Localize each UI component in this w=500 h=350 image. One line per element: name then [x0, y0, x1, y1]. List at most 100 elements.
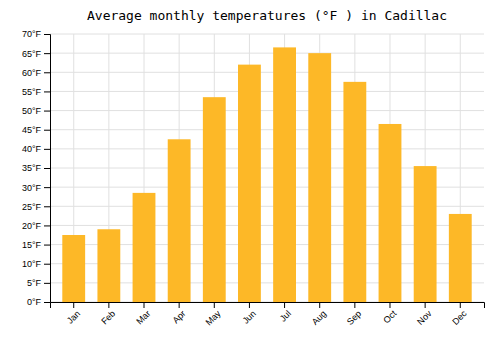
tick: Feb	[99, 302, 117, 326]
tick: May	[204, 302, 223, 328]
bar	[414, 166, 437, 302]
tick-label: Jul	[278, 308, 293, 323]
grid-line	[50, 72, 484, 73]
tick-label: 20°F	[22, 221, 42, 231]
tick-mark	[44, 206, 50, 207]
tick-label: 45°F	[22, 125, 42, 135]
tick: 65°F	[22, 49, 50, 59]
bar	[343, 82, 366, 302]
tick-mark	[460, 302, 461, 308]
tick: 10°F	[22, 259, 50, 269]
grid-line	[50, 148, 484, 149]
tick-label: 40°F	[22, 144, 42, 154]
tick-mark	[144, 302, 145, 308]
tick-mark	[44, 53, 50, 54]
tick: 60°F	[22, 68, 50, 78]
tick: 45°F	[22, 125, 50, 135]
tick: Jun	[241, 302, 258, 326]
axis-line	[51, 303, 485, 309]
tick: 15°F	[22, 240, 50, 250]
tick: 55°F	[22, 87, 50, 97]
tick: 35°F	[22, 163, 50, 173]
tick: 30°F	[22, 183, 50, 193]
tick: Apr	[171, 302, 188, 325]
axis-line	[44, 35, 51, 303]
plot: 0°F 5°F 10°F 15°F 20°F 25°F 30°F 35°F 40°F 45°F 50…	[22, 29, 485, 327]
tick-mark	[389, 302, 390, 308]
bars	[62, 47, 471, 302]
tick: Nov	[415, 302, 434, 327]
tick-label: May	[204, 308, 223, 327]
tick-label: 15°F	[22, 240, 42, 250]
tick-label: Oct	[381, 308, 398, 325]
tick-mark	[44, 187, 50, 188]
tick: Mar	[134, 302, 152, 326]
grid	[50, 34, 484, 302]
tick: 25°F	[22, 202, 50, 212]
x-axis: Jan Feb Mar Apr May Jun Jul Aug Sep Oct Nov Dec	[51, 302, 485, 328]
tick-label: Jan	[65, 308, 82, 325]
bar	[168, 139, 191, 302]
title: Average monthly temperatures (°F ) in Ca…	[87, 8, 447, 23]
tick: 20°F	[22, 221, 50, 231]
tick: 40°F	[22, 144, 50, 154]
bar	[97, 229, 120, 302]
bar	[379, 124, 402, 302]
tick: Oct	[381, 302, 398, 325]
grid-line	[50, 91, 484, 92]
chart: 0°F 5°F 10°F 15°F 20°F 25°F 30°F 35°F 40°F 45°F 50…	[0, 0, 500, 350]
tick: 0°F	[27, 297, 50, 307]
grid-line	[50, 129, 484, 130]
tick-label: 55°F	[22, 87, 42, 97]
tick-label: Nov	[415, 308, 434, 327]
bar	[273, 47, 296, 302]
tick-mark	[44, 149, 50, 150]
tick-mark	[44, 168, 50, 169]
tick-mark	[214, 302, 215, 308]
tick-label: Aug	[310, 308, 328, 326]
tick-label: Feb	[99, 308, 117, 326]
tick-mark	[44, 130, 50, 131]
tick-label: 30°F	[22, 183, 42, 193]
tick-label: Sep	[345, 308, 363, 326]
tick-mark	[319, 302, 320, 308]
bar	[308, 53, 331, 302]
tick: 5°F	[27, 278, 50, 288]
tick: Aug	[310, 302, 328, 327]
tick-mark	[425, 302, 426, 308]
tick-label: Jun	[241, 308, 258, 325]
tick-label: Apr	[171, 308, 188, 325]
tick-mark	[249, 302, 250, 308]
tick: Dec	[450, 302, 469, 327]
grid-line	[50, 53, 484, 54]
tick-mark	[44, 245, 50, 246]
tick-mark	[44, 264, 50, 265]
y-axis: 0°F 5°F 10°F 15°F 20°F 25°F 30°F 35°F 40°F 45°F 50…	[22, 29, 51, 307]
tick-mark	[44, 72, 50, 73]
bar	[449, 214, 472, 302]
tick-mark	[179, 302, 180, 308]
tick-label: 50°F	[22, 106, 42, 116]
tick: 50°F	[22, 106, 50, 116]
tick: 70°F	[22, 29, 50, 39]
tick-mark	[284, 302, 285, 308]
tick-label: 10°F	[22, 259, 42, 269]
tick: Jul	[278, 302, 293, 324]
tick-label: 25°F	[22, 202, 42, 212]
tick: Jan	[65, 302, 82, 326]
tick-mark	[44, 111, 50, 112]
bar	[203, 97, 226, 302]
tick-label: 5°F	[27, 278, 42, 288]
grid-line	[50, 110, 484, 111]
tick-label: 70°F	[22, 29, 42, 39]
tick: Sep	[345, 302, 363, 327]
tick-mark	[44, 283, 50, 284]
tick-label: 60°F	[22, 68, 42, 78]
tick-mark	[44, 34, 50, 35]
tick-label: 35°F	[22, 163, 42, 173]
tick-label: 65°F	[22, 49, 42, 59]
grid-line	[50, 34, 484, 35]
tick-label: 0°F	[27, 297, 42, 307]
tick-mark	[354, 302, 355, 308]
tick-label: Dec	[450, 308, 469, 327]
